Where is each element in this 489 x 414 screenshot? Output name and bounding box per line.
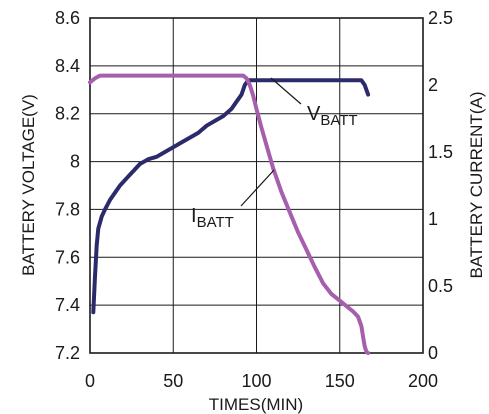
- ibatt-annotation-main: I: [191, 205, 197, 227]
- series-line-vbatt: [91, 78, 371, 315]
- right-tick-label: 2.5: [428, 8, 453, 28]
- left-tick-label: 8.6: [55, 8, 80, 28]
- x-tick-label: 50: [163, 371, 183, 391]
- ibatt-annotation: IBATT: [191, 205, 234, 231]
- left-axis-title: BATTERY VOLTAGE(V): [19, 94, 38, 276]
- x-tick-label: 0: [85, 371, 95, 391]
- x-tick-label: 100: [241, 371, 271, 391]
- vbatt-annotation-main: V: [307, 103, 321, 125]
- left-tick-label: 7.4: [55, 295, 80, 315]
- x-tick-label: 200: [408, 371, 438, 391]
- right-tick-label: 0.5: [428, 276, 453, 296]
- right-tick-label: 1.5: [428, 142, 453, 162]
- left-tick-label: 7.8: [55, 199, 80, 219]
- x-axis-title: TIMES(MIN): [209, 395, 303, 414]
- vbatt-annotation-sub: BATT: [320, 112, 357, 129]
- vbatt-leader-line: [270, 77, 302, 105]
- plot-frame: [89, 17, 424, 354]
- left-tick-label: 7.2: [55, 343, 80, 363]
- left-tick-label: 7.6: [55, 247, 80, 267]
- tick-labels: 0 50 100 150 200 7.2 7.4 7.6 7.8 8 8.2 8.4 8.6 0 0.5 1 1…: [55, 8, 453, 391]
- vbatt-annotation: VBATT: [307, 103, 358, 129]
- left-tick-label: 8.2: [55, 104, 80, 124]
- left-tick-label: 8.4: [55, 56, 80, 76]
- ibatt-annotation-sub: BATT: [197, 214, 234, 231]
- right-tick-label: 1: [428, 209, 438, 229]
- ibatt-leader-line: [240, 169, 275, 207]
- right-tick-label: 2: [428, 75, 438, 95]
- left-tick-label: 8: [70, 152, 80, 172]
- right-axis-title: BATTERY CURRENT(A): [467, 91, 486, 278]
- right-tick-label: 0: [428, 343, 438, 363]
- grid-lines: [90, 18, 423, 353]
- series-line-ibatt: [88, 73, 371, 355]
- series-annotations: VBATT IBATT: [191, 77, 358, 231]
- x-tick-label: 150: [325, 371, 355, 391]
- series-lines: [88, 73, 371, 355]
